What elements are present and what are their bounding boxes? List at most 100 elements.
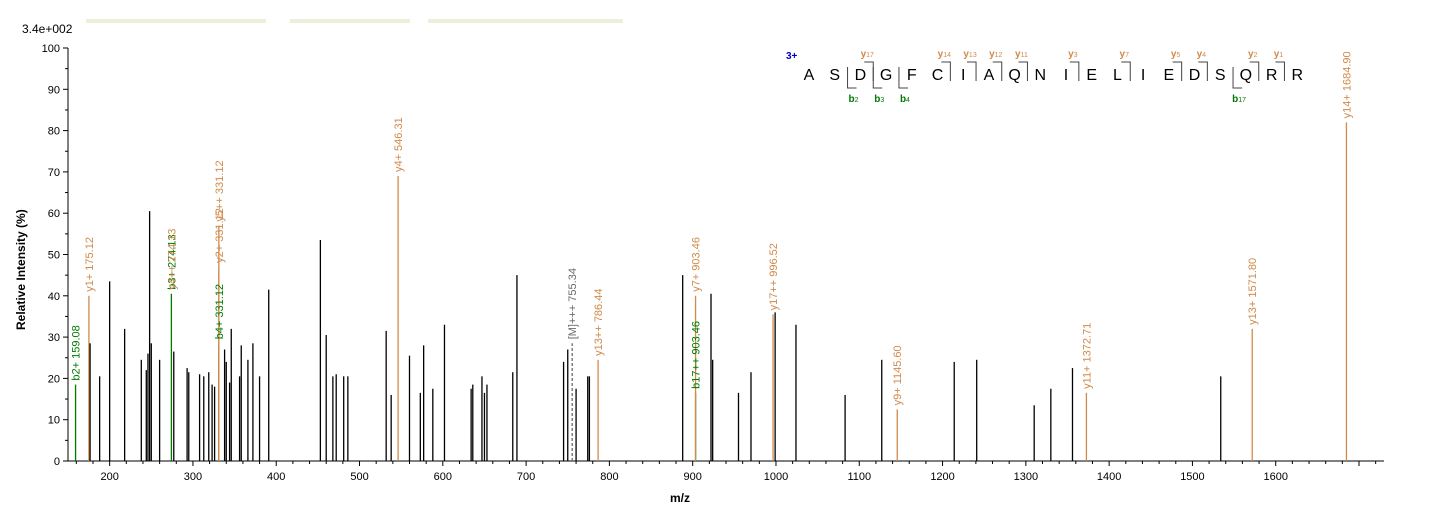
x-tick-label: 1200	[930, 471, 954, 483]
sequence-residue: D	[1189, 67, 1201, 84]
sequence-residue: A	[804, 67, 815, 84]
peak-label-y-ion: y4++ 274.13	[166, 229, 178, 290]
y-fragment-marker	[967, 61, 977, 81]
x-tick-label: 1600	[1263, 471, 1287, 483]
x-axis-label: m/z	[670, 491, 691, 505]
y-fragment-label: y1	[1274, 49, 1284, 60]
peak-label-y-ion: y2+ 331.12	[214, 208, 226, 263]
b-fragment-marker	[872, 67, 883, 89]
sequence-residue: Q	[1240, 67, 1252, 84]
peak-label-y-ion: y5++ 331.12	[214, 160, 226, 221]
b-fragment-label: b3	[874, 94, 884, 105]
y-fragment-label: y3	[1068, 49, 1078, 60]
b-fragment-label: b4	[900, 94, 910, 105]
peak-label-y-ion: y9+ 1145.60	[892, 345, 904, 405]
sequence-residue: A	[984, 67, 995, 84]
sequence-residue: N	[1035, 67, 1047, 84]
y-fragment-marker	[1275, 61, 1285, 81]
y-tick-label: 80	[48, 126, 60, 138]
sequence-residue: R	[1266, 67, 1278, 84]
x-tick-label: 900	[684, 471, 702, 483]
peak-label-y-ion: y13++ 786.44	[593, 289, 605, 356]
b-fragment-label: b17	[1232, 94, 1246, 105]
peak-label-y-ion: y4+ 546.31	[393, 117, 405, 172]
faded-header-strip-1	[86, 19, 266, 23]
chart-axes: 0 10 20 30 40 50 60 70 80 90 100 200 300 400 500 600 700…	[42, 43, 1384, 483]
y-tick-label: 60	[48, 208, 60, 220]
peak-label-y-ion: y1+ 175.12	[84, 237, 96, 292]
y-fragment-marker	[941, 61, 951, 81]
sequence-residue: R	[1292, 67, 1304, 84]
x-tick-label: 600	[434, 471, 452, 483]
faded-header-strip-2	[290, 19, 410, 23]
x-tick-label: 1400	[1097, 471, 1121, 483]
peak-label-precursor-ion: [M]+++ 755.34	[567, 268, 579, 339]
peak-label-b-ion: b2+ 159.08	[71, 325, 83, 380]
precursor-charge-label: 3+	[786, 51, 798, 62]
y-tick-label: 10	[48, 415, 60, 427]
peak-label-y-ion: y13+ 1571.80	[1247, 258, 1259, 325]
y-fragment-label: y11	[1015, 49, 1028, 60]
x-tick-label: 700	[517, 471, 535, 483]
y-fragment-label: y2	[1248, 49, 1258, 60]
x-tick-label: 800	[600, 471, 618, 483]
sequence-residue: F	[907, 67, 917, 84]
y-axis-label: Relative Intensity (%)	[14, 209, 28, 330]
y-fragment-marker	[992, 61, 1003, 81]
y-tick-label: 30	[48, 332, 60, 344]
b-fragment-label: b2	[849, 94, 859, 105]
b-fragment-marker	[898, 67, 908, 89]
y-fragment-label: y7	[1120, 49, 1130, 60]
y-tick-label: 0	[54, 456, 60, 468]
sequence-residue: E	[1086, 67, 1097, 84]
x-tick-label: 1500	[1180, 471, 1204, 483]
y-tick-label: 100	[42, 43, 60, 55]
y-fragment-marker	[1172, 61, 1183, 81]
spectrum-peaks	[74, 122, 1348, 461]
y-fragment-label: y17	[861, 49, 874, 60]
y-fragment-label: y13	[963, 49, 976, 60]
x-tick-label: 200	[100, 471, 118, 483]
y-fragment-marker	[1069, 61, 1080, 81]
y-tick-label: 40	[48, 291, 60, 303]
x-tick-label: 500	[350, 471, 368, 483]
peak-label-y-ion: y11+ 1372.71	[1081, 323, 1093, 389]
x-tick-label: 1000	[764, 471, 788, 483]
y-fragment-label: y14	[938, 49, 951, 60]
y-tick-label: 20	[48, 373, 60, 385]
b-fragment-marker	[847, 67, 857, 89]
sequence-residue: D	[855, 67, 867, 84]
peak-label-y-ion: y14+ 1684.90	[1341, 51, 1353, 118]
peak-label-y-ion: y17++ 996.52	[768, 243, 780, 310]
y-fragment-marker	[1249, 61, 1260, 81]
intensity-scale-label: 3.4e+002	[22, 22, 73, 36]
sequence-residue: L	[1113, 67, 1122, 84]
b-fragment-marker	[1232, 67, 1243, 89]
x-tick-label: 1300	[1014, 471, 1038, 483]
peak-label-b-ion: b3+ 274.13	[166, 234, 178, 289]
y-fragment-label: y4	[1197, 49, 1207, 60]
sequence-residue: I	[961, 67, 965, 84]
y-fragment-label: y5	[1171, 49, 1181, 60]
sequence-residue: S	[1215, 67, 1226, 84]
y-fragment-label: y12	[989, 49, 1002, 60]
sequence-residue: C	[932, 67, 944, 84]
y-fragment-marker	[1198, 61, 1208, 81]
x-tick-label: 400	[267, 471, 285, 483]
y-fragment-marker	[1018, 61, 1028, 81]
sequence-residue: S	[829, 67, 840, 84]
x-tick-label: 300	[184, 471, 202, 483]
sequence-residue: G	[880, 67, 892, 84]
y-tick-label: 70	[48, 167, 60, 179]
sequence-residue: I	[1141, 67, 1145, 84]
peak-label-b-ion: b17++ 903.46	[691, 321, 703, 389]
faded-header-strip-3	[428, 19, 623, 23]
sequence-residue: I	[1064, 67, 1068, 84]
peak-label-b-ion: b4+ 331.12	[214, 284, 226, 339]
y-fragment-marker	[1121, 61, 1131, 81]
peak-label-y-ion: y7+ 903.46	[691, 237, 703, 292]
sequence-residue: Q	[1008, 67, 1020, 84]
